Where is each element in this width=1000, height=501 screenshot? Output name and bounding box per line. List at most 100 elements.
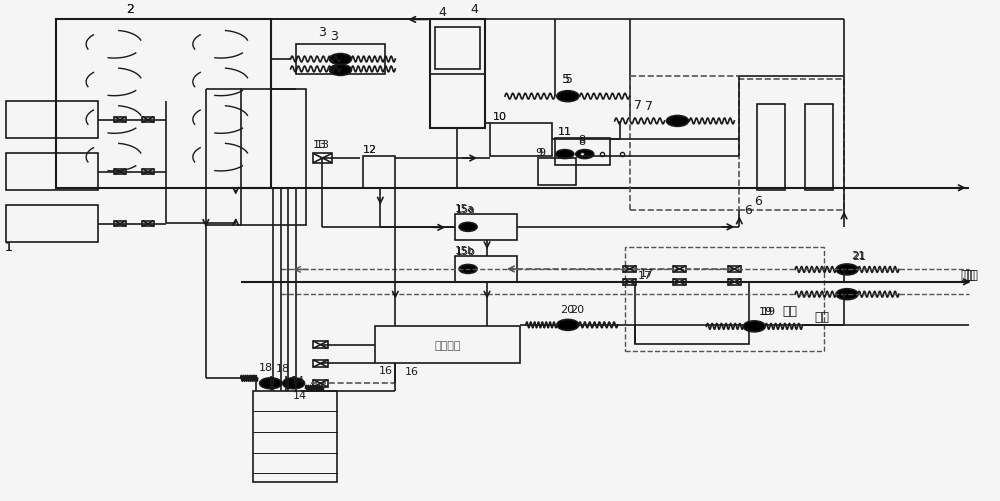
Text: 21: 21 xyxy=(851,250,865,261)
Text: 1: 1 xyxy=(4,240,12,253)
Bar xyxy=(623,266,636,273)
Text: 供暖: 供暖 xyxy=(964,269,979,282)
Text: 12: 12 xyxy=(362,144,377,154)
Bar xyxy=(375,327,520,364)
Text: 5: 5 xyxy=(565,73,573,86)
Bar xyxy=(142,118,154,123)
Text: 19: 19 xyxy=(759,307,773,316)
Bar xyxy=(673,279,686,286)
Bar xyxy=(142,169,154,175)
Bar xyxy=(56,21,271,188)
Text: 20: 20 xyxy=(570,305,584,315)
Bar xyxy=(142,221,154,227)
Text: 3: 3 xyxy=(319,26,326,39)
Text: 4: 4 xyxy=(438,7,446,20)
Text: 7: 7 xyxy=(634,98,642,111)
Text: 4: 4 xyxy=(470,3,478,16)
Bar xyxy=(296,45,385,75)
Bar xyxy=(313,154,332,163)
Text: 2: 2 xyxy=(126,3,134,16)
Bar xyxy=(538,159,576,186)
Text: 9: 9 xyxy=(535,148,542,158)
Circle shape xyxy=(557,320,579,331)
Text: 3: 3 xyxy=(330,30,338,43)
Circle shape xyxy=(836,265,858,276)
Bar xyxy=(635,282,749,344)
Text: 10: 10 xyxy=(493,112,507,122)
Text: 1: 1 xyxy=(4,240,12,253)
Bar xyxy=(623,279,636,286)
Text: 19: 19 xyxy=(762,307,776,316)
Bar xyxy=(728,279,741,286)
Bar xyxy=(253,391,337,482)
Bar xyxy=(673,266,686,273)
Bar xyxy=(455,257,517,282)
Text: 10: 10 xyxy=(493,112,507,122)
Text: 15b: 15b xyxy=(456,246,476,256)
Text: 17: 17 xyxy=(640,269,654,279)
Text: 15a: 15a xyxy=(455,203,475,213)
Text: 6: 6 xyxy=(754,195,762,208)
Bar xyxy=(430,21,485,129)
Circle shape xyxy=(556,150,574,159)
Circle shape xyxy=(459,223,477,232)
Text: 21: 21 xyxy=(852,251,866,261)
Text: 用户电网: 用户电网 xyxy=(434,340,461,350)
Bar xyxy=(6,154,98,191)
Text: 2: 2 xyxy=(126,3,134,16)
Text: 11: 11 xyxy=(558,127,572,137)
Circle shape xyxy=(667,116,688,127)
Circle shape xyxy=(557,92,579,102)
Bar xyxy=(114,169,126,175)
Text: 7: 7 xyxy=(645,99,653,112)
Bar xyxy=(114,118,126,123)
Text: 17: 17 xyxy=(638,271,652,280)
Text: 8: 8 xyxy=(578,135,585,145)
Bar xyxy=(241,90,306,225)
Text: 5: 5 xyxy=(562,73,570,86)
Text: 11: 11 xyxy=(558,127,572,137)
Text: 热水: 热水 xyxy=(782,305,797,317)
Bar xyxy=(313,341,328,349)
Text: 18: 18 xyxy=(259,362,273,372)
Circle shape xyxy=(836,289,858,300)
Text: 9: 9 xyxy=(538,148,545,158)
Circle shape xyxy=(459,265,477,274)
Text: 15b: 15b xyxy=(455,245,475,256)
Bar xyxy=(805,104,833,191)
Text: 13: 13 xyxy=(313,140,327,150)
Bar xyxy=(313,380,328,387)
Text: 14: 14 xyxy=(291,376,305,385)
Text: 14: 14 xyxy=(293,390,307,400)
Bar xyxy=(625,247,824,351)
Bar xyxy=(6,206,98,242)
Text: 热水: 热水 xyxy=(814,311,829,324)
Text: 12: 12 xyxy=(362,144,377,154)
Bar xyxy=(757,104,785,191)
Bar xyxy=(114,221,126,227)
Circle shape xyxy=(283,378,305,389)
Bar xyxy=(739,80,844,210)
Circle shape xyxy=(329,55,351,65)
Text: 20: 20 xyxy=(560,305,574,315)
Bar xyxy=(313,360,328,367)
Bar xyxy=(490,124,552,156)
Text: 15a: 15a xyxy=(456,204,476,214)
Bar xyxy=(435,28,480,70)
Circle shape xyxy=(329,65,351,76)
Bar xyxy=(6,102,98,139)
Bar xyxy=(555,139,610,166)
Bar xyxy=(363,156,395,188)
Text: 16: 16 xyxy=(405,367,419,377)
Circle shape xyxy=(576,150,594,159)
Bar xyxy=(455,214,517,240)
Text: 供暖: 供暖 xyxy=(961,269,976,282)
Text: 18: 18 xyxy=(276,363,290,373)
Text: 6: 6 xyxy=(744,204,752,217)
Bar xyxy=(728,266,741,273)
Text: 16: 16 xyxy=(378,365,392,375)
Circle shape xyxy=(743,321,765,332)
Text: 8: 8 xyxy=(578,137,585,147)
Circle shape xyxy=(260,378,282,389)
Text: 13: 13 xyxy=(316,140,330,150)
